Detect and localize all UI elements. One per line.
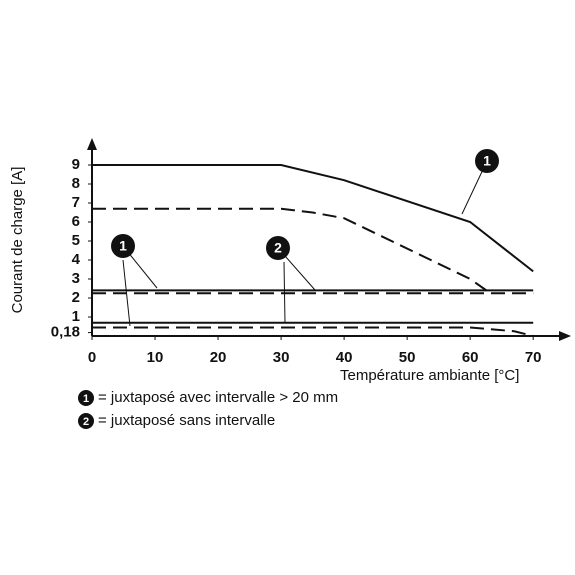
x-tick-label: 10	[147, 349, 164, 366]
series-line	[92, 207, 490, 294]
callout-label: 1	[483, 153, 491, 169]
callout-circle	[111, 234, 135, 258]
x-tick-label: 60	[462, 349, 479, 366]
callout-leader	[283, 261, 286, 324]
legend-text: = juxtaposé sans intervalle	[98, 412, 275, 429]
y-tick-label: 0,18	[51, 324, 80, 341]
y-tick-label: 6	[72, 213, 80, 230]
x-tick-label: 20	[210, 349, 227, 366]
y-tick-label: 1	[72, 308, 80, 325]
x-axis-title: Température ambiante [°C]	[340, 367, 519, 384]
y-tick-label: 2	[72, 289, 80, 306]
x-tick-label: 40	[336, 349, 353, 366]
callout-circle	[475, 149, 499, 173]
y-axis-arrow	[87, 138, 97, 150]
legend-marker	[78, 390, 94, 406]
y-tick-label: 5	[72, 232, 80, 249]
x-tick-label: 0	[88, 349, 96, 366]
legend-marker-label: 1	[83, 393, 89, 405]
x-axis-arrow	[559, 331, 571, 341]
legend-marker	[78, 413, 94, 429]
y-tick-label: 3	[72, 270, 80, 287]
callout-label: 2	[274, 240, 282, 256]
y-tick-label: 9	[72, 156, 80, 173]
y-tick-label: 7	[72, 194, 80, 211]
series-line	[92, 164, 534, 273]
series-line	[92, 326, 534, 337]
callout-label: 1	[119, 238, 127, 254]
y-tick-label: 8	[72, 175, 80, 192]
legend-text: = juxtaposé avec intervalle > 20 mm	[98, 389, 338, 406]
callout-leader	[122, 259, 131, 327]
x-tick-label: 50	[399, 349, 416, 366]
legend-marker-label: 2	[83, 416, 89, 428]
callout-circle	[266, 236, 290, 260]
x-tick-label: 30	[273, 349, 290, 366]
y-tick-label: 4	[72, 251, 81, 268]
y-axis-title: Courant de charge [A]	[9, 167, 26, 314]
x-tick-label: 70	[525, 349, 542, 366]
